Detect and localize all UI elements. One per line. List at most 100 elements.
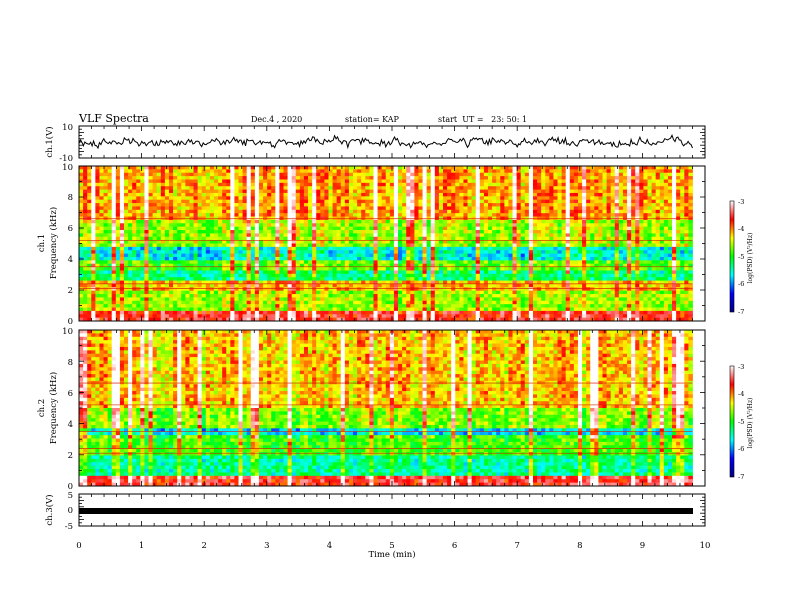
spectrogram-cell [275, 223, 280, 228]
spectrogram-cell [430, 196, 436, 201]
spectrogram-cell [258, 250, 264, 255]
spectrogram-cell [393, 172, 399, 177]
spectrogram-cell [639, 186, 644, 190]
spectrogram-cell [316, 273, 321, 278]
spectrogram-cell [443, 253, 448, 258]
spectrogram-cell [279, 186, 284, 190]
spectrogram-cell [185, 189, 190, 194]
spectrogram-cell [209, 270, 215, 275]
spectrogram-cell [639, 236, 644, 241]
spectrogram-cell [164, 267, 170, 271]
spectrogram-cell [91, 226, 96, 231]
spectrogram-cell [369, 169, 374, 174]
spectrogram-cell [402, 230, 407, 234]
spectrogram-cell [393, 226, 399, 231]
spectrogram-cell [622, 179, 628, 184]
spectrogram-cell [402, 226, 407, 231]
spectrogram-cell [250, 223, 256, 228]
spectrogram-cell [140, 250, 145, 255]
spectrogram-cell [553, 236, 558, 241]
spectrogram-cell [316, 209, 321, 214]
spectrogram-cell [443, 172, 448, 177]
spectrogram-cell [569, 270, 575, 275]
spectrogram-cell [614, 267, 620, 271]
spectrogram-cell [635, 263, 640, 268]
spectrogram-cell [414, 230, 419, 234]
spectrogram-cell [144, 186, 149, 190]
spectrogram-cell [205, 172, 211, 177]
spectrogram-cell [622, 256, 628, 261]
spectrogram-cell [136, 263, 141, 268]
spectrogram-cell [238, 206, 243, 211]
spectrogram-cell [136, 219, 141, 224]
spectrogram-cell [140, 243, 145, 248]
spectrogram-cell [492, 189, 497, 194]
spectrogram-cell [532, 230, 538, 234]
spectrogram-cell [569, 233, 575, 238]
spectrogram-cell [95, 213, 100, 217]
spectrogram-cell [663, 196, 669, 201]
spectrogram-cell [680, 267, 685, 271]
spectrogram-cell [123, 260, 129, 265]
spectrogram-cell [602, 256, 607, 261]
spectrogram-cell [242, 209, 248, 214]
spectrogram-cell [344, 172, 350, 177]
spectrogram-cell [577, 206, 583, 211]
spectrogram-cell [487, 179, 493, 184]
spectrogram-cell [119, 236, 125, 241]
spectrogram-cell [573, 172, 579, 177]
spectrogram-cell [197, 203, 203, 207]
spectrogram-cell [676, 209, 681, 214]
spectrogram-cell [250, 206, 256, 211]
spectrogram-cell [152, 253, 158, 258]
spectrogram-cell [373, 169, 378, 174]
spectrogram-cell [614, 253, 620, 258]
spectrogram-cell [254, 213, 260, 217]
spectrogram-cell [406, 267, 411, 271]
spectrogram-cell [398, 236, 403, 241]
spectrogram-cell [385, 172, 391, 177]
spectrogram-cell [479, 169, 485, 174]
spectrogram-cell [254, 166, 260, 170]
spectrogram-cell [573, 233, 579, 238]
spectrogram-cell [520, 172, 526, 177]
spectrogram-cell [164, 230, 170, 234]
spectrogram-cell [483, 267, 489, 271]
spectrogram-cell [393, 209, 399, 214]
spectrogram-cell [479, 253, 485, 258]
spectrogram-cell [258, 226, 264, 231]
spectrogram-cell [279, 270, 284, 275]
spectrogram-cell [365, 206, 370, 211]
spectrogram-cell [197, 270, 203, 275]
spectrogram-cell [483, 226, 489, 231]
spectrogram-cell [622, 213, 628, 217]
spectrogram-cell [434, 213, 440, 217]
spectrogram-cell [586, 270, 591, 275]
spectrogram-cell [99, 196, 104, 201]
spectrogram-cell [410, 256, 415, 261]
spectrogram-cell [238, 176, 243, 180]
spectrogram-cell [209, 263, 215, 268]
spectrogram-cell [622, 253, 628, 258]
spectrogram-cell [684, 226, 689, 231]
spectrogram-cell [353, 209, 358, 214]
spectrogram-cell [267, 263, 272, 268]
spectrogram-cell [189, 189, 194, 194]
spectrogram-cell [87, 260, 92, 265]
spectrogram-cell [173, 169, 178, 174]
spectrogram-cell [496, 267, 501, 271]
spectrogram-cell [128, 230, 133, 234]
spectrogram-cell [528, 270, 534, 275]
spectrogram-cell [586, 196, 591, 201]
spectrogram-cell [238, 243, 243, 248]
spectrogram-cell [308, 196, 313, 201]
spectrogram-cell [299, 189, 305, 194]
spectrogram-cell [123, 230, 129, 234]
spectrogram-cell [475, 166, 481, 170]
spectrogram-cell [283, 233, 288, 238]
spectrogram-cell [627, 246, 632, 251]
spectrogram-cell [279, 192, 284, 197]
spectrogram-cell [508, 209, 513, 214]
spectrogram-cell [487, 176, 493, 180]
